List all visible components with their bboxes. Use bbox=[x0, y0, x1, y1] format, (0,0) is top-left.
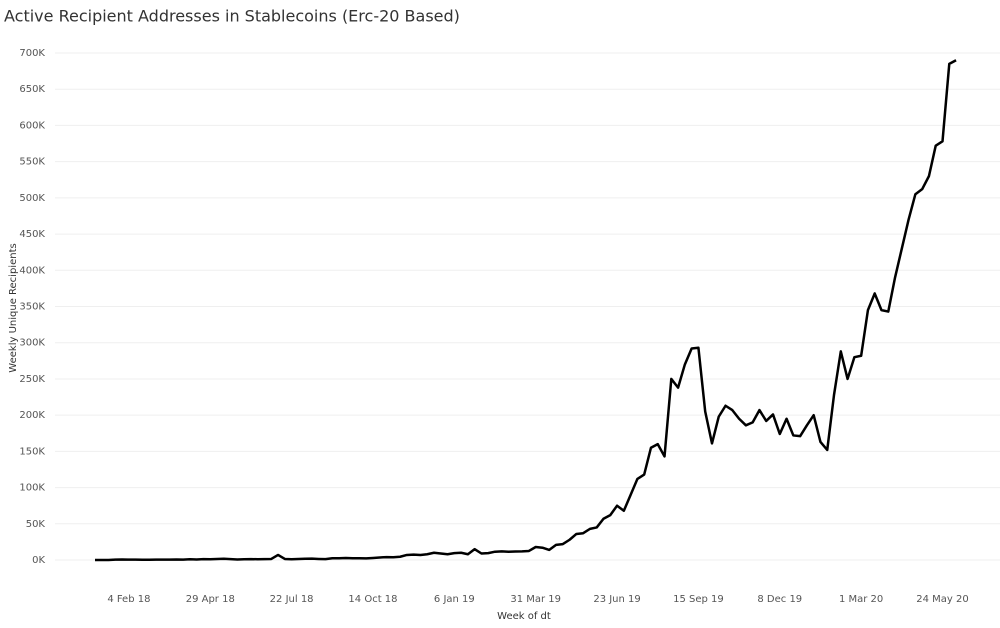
y-tick-label: 400K bbox=[19, 265, 45, 276]
x-tick-label: 15 Sep 19 bbox=[673, 594, 724, 605]
y-tick-label: 100K bbox=[19, 483, 45, 494]
y-tick-label: 350K bbox=[19, 302, 45, 313]
x-tick-label: 8 Dec 19 bbox=[757, 594, 802, 605]
x-tick-label: 1 Mar 20 bbox=[839, 594, 883, 605]
y-tick-label: 600K bbox=[19, 120, 45, 131]
y-tick-label: 200K bbox=[19, 410, 45, 421]
x-tick-label: 24 May 20 bbox=[916, 594, 968, 605]
x-tick-label: 29 Apr 18 bbox=[186, 594, 235, 605]
x-tick-label: 6 Jan 19 bbox=[434, 594, 475, 605]
x-tick-label: 22 Jul 18 bbox=[270, 594, 314, 605]
y-tick-label: 450K bbox=[19, 229, 45, 240]
y-axis-title: Weekly Unique Recipients bbox=[8, 243, 19, 372]
y-tick-label: 550K bbox=[19, 157, 45, 168]
y-tick-label: 150K bbox=[19, 446, 45, 457]
y-tick-label: 500K bbox=[19, 193, 45, 204]
y-tick-label: 300K bbox=[19, 338, 45, 349]
y-tick-label: 700K bbox=[19, 48, 45, 59]
x-tick-label: 31 Mar 19 bbox=[510, 594, 561, 605]
x-axis-title: Week of dt bbox=[497, 611, 551, 622]
data-line bbox=[95, 59, 957, 562]
y-tick-label: 50K bbox=[26, 519, 46, 530]
x-tick-label: 14 Oct 18 bbox=[348, 594, 397, 605]
y-tick-label: 250K bbox=[19, 374, 45, 385]
y-tick-label: 0K bbox=[32, 555, 45, 566]
y-tick-label: 650K bbox=[19, 84, 45, 95]
chart-title: Active Recipient Addresses in Stablecoin… bbox=[4, 7, 460, 26]
x-tick-label: 23 Jun 19 bbox=[593, 594, 640, 605]
x-tick-label: 4 Feb 18 bbox=[107, 594, 150, 605]
